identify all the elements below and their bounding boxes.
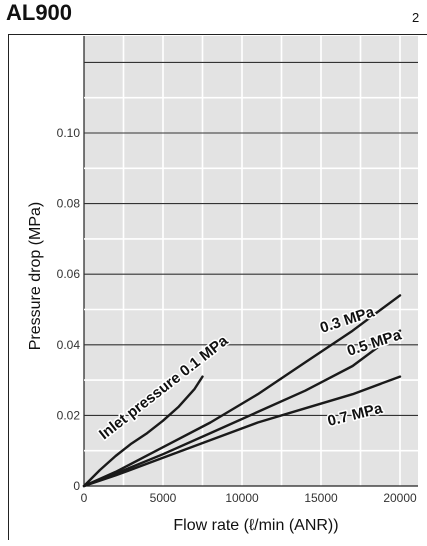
series-line-2: [82, 329, 402, 488]
y-tick-label: 0.02: [57, 408, 81, 422]
y-tick-label: 0.04: [57, 338, 81, 352]
y-tick-label: 0.10: [57, 126, 81, 140]
y-axis-title: Pressure drop (MPa): [27, 202, 44, 351]
y-tick-label: 0.08: [57, 197, 81, 211]
tick-labels: 0 5000 10000 15000 20000 0 0.02 0.04 0.06 0.08 0.1…: [57, 126, 417, 505]
x-tick-label: 10000: [225, 491, 259, 505]
series-line-1: [82, 294, 402, 488]
x-tick-label: 20000: [383, 491, 417, 505]
x-tick-label: 0: [81, 491, 88, 505]
y-tick-label: 0.06: [57, 267, 81, 281]
chart-title: AL900: [6, 0, 73, 25]
x-tick-label: 15000: [304, 491, 338, 505]
x-tick-label: 5000: [150, 491, 177, 505]
grid-lines: [83, 36, 418, 487]
chart-frame: [8, 34, 427, 540]
series-line-3: [82, 375, 402, 488]
y-tick-label: 0: [73, 479, 80, 493]
x-axis-title: Flow rate (ℓ/min (ANR)): [173, 517, 338, 534]
plot-background: [84, 36, 418, 486]
curves: [82, 294, 402, 488]
series-line-0: [82, 375, 204, 488]
page-number: 2: [412, 10, 420, 25]
